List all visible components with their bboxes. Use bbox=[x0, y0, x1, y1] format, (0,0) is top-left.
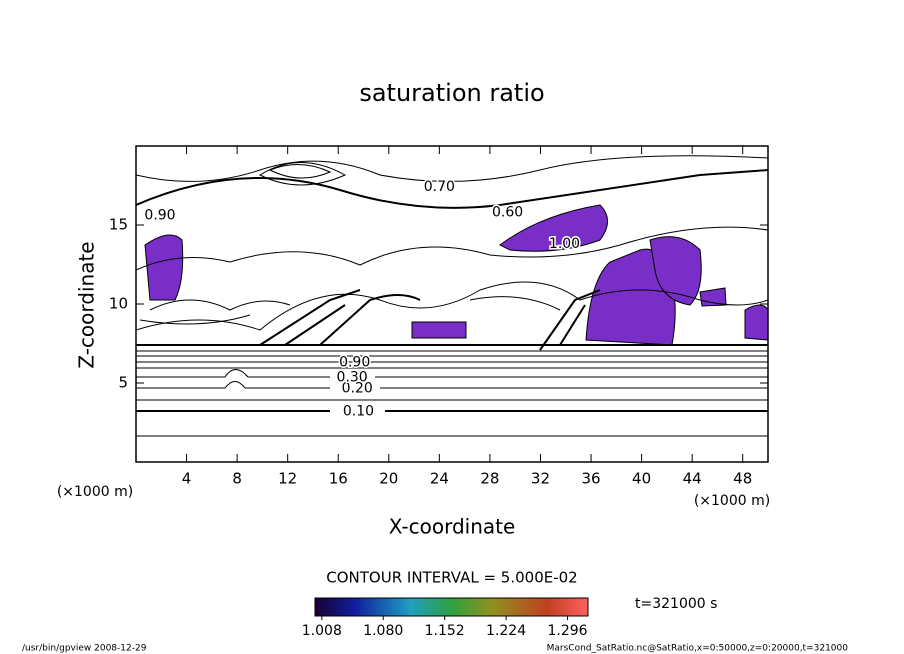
footer-right: MarsCond_SatRatio.nc@SatRatio,x=0:50000,… bbox=[547, 644, 849, 654]
x-tick-label: 40 bbox=[632, 470, 651, 488]
supersaturated-region bbox=[744, 304, 768, 341]
y-axis-unit: (×1000 m) bbox=[57, 484, 133, 500]
contour-line bbox=[539, 289, 601, 351]
x-tick-label: 4 bbox=[182, 470, 192, 488]
contour-label: 0.90 bbox=[144, 208, 175, 224]
x-tick-label: 48 bbox=[733, 470, 752, 488]
chart-title: saturation ratio bbox=[359, 79, 544, 107]
contour-line bbox=[136, 226, 768, 271]
x-axis-unit: (×1000 m) bbox=[694, 493, 770, 509]
y-axis-label: Z-coordinate bbox=[75, 241, 99, 368]
y-tick-label: 5 bbox=[118, 374, 128, 392]
contour-label: 0.90 bbox=[339, 354, 370, 370]
contour-label: 0.10 bbox=[343, 403, 374, 419]
time-label: t=321000 s bbox=[635, 596, 717, 612]
x-tick-label: 36 bbox=[581, 470, 600, 488]
y-tick-label: 10 bbox=[109, 295, 128, 313]
supersaturated-region bbox=[144, 234, 184, 301]
colorbar-tick-label: 1.152 bbox=[425, 623, 465, 639]
contour-label: 0.70 bbox=[424, 179, 455, 195]
x-tick-label: 16 bbox=[329, 470, 348, 488]
x-tick-label: 20 bbox=[379, 470, 398, 488]
contour-label: 0.60 bbox=[492, 204, 523, 220]
contour-line bbox=[259, 289, 421, 346]
contour-field bbox=[136, 155, 768, 437]
colorbar-tick-label: 1.224 bbox=[486, 623, 526, 639]
colorbar-tick-label: 1.080 bbox=[363, 623, 403, 639]
contour-line bbox=[139, 296, 561, 325]
contour-label: 0.20 bbox=[342, 381, 373, 397]
contour-label: 1.00 bbox=[549, 236, 580, 252]
contour-interval: CONTOUR INTERVAL = 5.000E-02 bbox=[326, 569, 577, 587]
contour-line bbox=[136, 169, 768, 209]
x-axis-label: X-coordinate bbox=[389, 515, 516, 539]
supersaturated-region bbox=[649, 236, 702, 306]
contour-line bbox=[136, 369, 768, 378]
x-tick-label: 44 bbox=[683, 470, 702, 488]
contour-line bbox=[136, 381, 768, 389]
contour-line bbox=[136, 350, 768, 369]
contour-line bbox=[136, 155, 768, 182]
colorbar bbox=[314, 597, 589, 617]
x-tick-label: 28 bbox=[480, 470, 499, 488]
x-tick-label: 8 bbox=[232, 470, 242, 488]
contour-line bbox=[258, 162, 347, 186]
contour-label: 0.30 bbox=[337, 369, 368, 385]
supersaturated-region bbox=[499, 204, 608, 252]
x-tick-label: 12 bbox=[278, 470, 297, 488]
x-tick-label: 32 bbox=[531, 470, 550, 488]
supersaturated-region bbox=[411, 321, 467, 339]
contour-line bbox=[136, 281, 768, 331]
footer-left: /usr/bin/gpview 2008-12-29 bbox=[22, 644, 147, 654]
colorbar-tick-label: 1.296 bbox=[547, 623, 587, 639]
y-tick-label: 15 bbox=[109, 216, 128, 234]
x-tick-label: 24 bbox=[430, 470, 449, 488]
supersaturated-region bbox=[699, 287, 727, 307]
colorbar-tick-label: 1.008 bbox=[302, 623, 342, 639]
